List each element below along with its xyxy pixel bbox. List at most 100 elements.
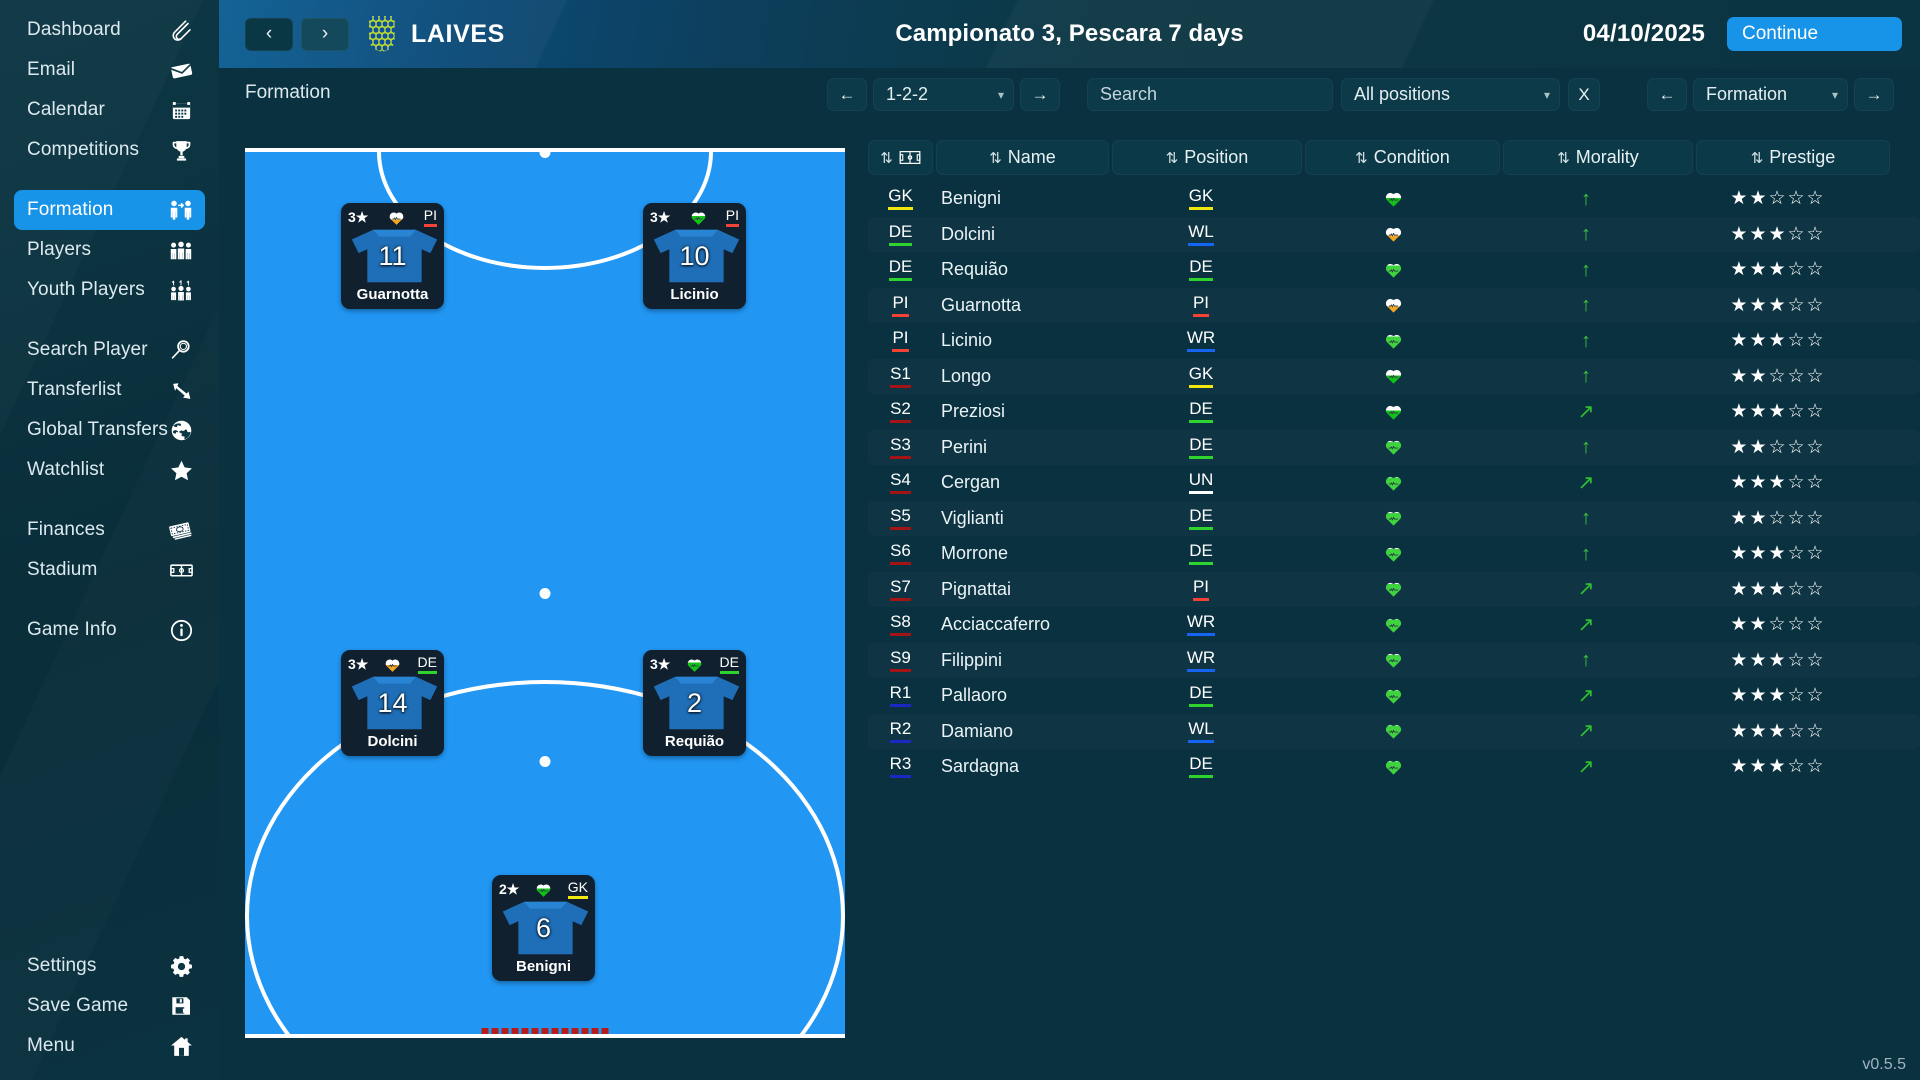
row-slot[interactable]: S9 <box>868 648 933 672</box>
pitch-player-card[interactable]: 3★ PI 11 Guarnotta <box>341 203 444 309</box>
row-player-name[interactable]: Requião <box>941 259 1009 280</box>
row-position[interactable]: GK <box>1106 187 1296 211</box>
sidebar-item-global-transfers[interactable]: Global Transfers <box>14 410 205 450</box>
table-row[interactable]: GK Benigni GK ↑ ★★☆☆☆ <box>868 181 1920 217</box>
row-player-name[interactable]: Pallaoro <box>941 685 1008 706</box>
history-back-button[interactable]: ‹ <box>245 17 293 51</box>
row-slot[interactable]: S5 <box>868 506 933 530</box>
table-row[interactable]: S3 Perini DE ↑ ★★☆☆☆ <box>868 430 1920 466</box>
sidebar-item-finances[interactable]: Finances <box>14 510 205 550</box>
sidebar-item-dashboard[interactable]: Dashboard <box>14 10 205 50</box>
row-position[interactable]: GK <box>1106 364 1296 388</box>
sidebar-item-settings[interactable]: Settings <box>14 946 205 986</box>
row-slot[interactable]: DE <box>868 222 933 246</box>
row-player-name[interactable]: Morrone <box>941 543 1009 564</box>
formation-next-button[interactable]: → <box>1020 78 1060 111</box>
table-header-prestige[interactable]: ⇅ Prestige <box>1696 140 1890 175</box>
row-slot[interactable]: PI <box>868 293 933 317</box>
row-position[interactable]: DE <box>1106 400 1296 424</box>
sidebar-item-calendar[interactable]: Calendar <box>14 90 205 130</box>
row-position[interactable]: DE <box>1106 755 1296 779</box>
row-player-name[interactable]: Pignattai <box>941 578 1012 599</box>
pitch-player-card[interactable]: 2★ GK 6 Benigni <box>492 875 595 981</box>
row-slot[interactable]: DE <box>868 258 933 282</box>
row-position[interactable]: DE <box>1106 258 1296 282</box>
positions-filter-select[interactable]: All positions ▾ <box>1341 78 1560 111</box>
table-header-position[interactable]: ⇅ Position <box>1112 140 1302 175</box>
row-slot[interactable]: S8 <box>868 613 933 637</box>
table-row[interactable]: DE Requião DE ↑ ★★★☆☆ <box>868 252 1920 288</box>
table-header-name[interactable]: ⇅ Name <box>936 140 1109 175</box>
row-position[interactable]: WR <box>1106 613 1296 637</box>
search-input-wrapper[interactable] <box>1087 78 1333 111</box>
table-row[interactable]: S7 Pignattai PI ↗ ★★★☆☆ <box>868 572 1920 608</box>
table-row[interactable]: R2 Damiano WL ↗ ★★★☆☆ <box>868 714 1920 750</box>
table-row[interactable]: S5 Viglianti DE ↑ ★★☆☆☆ <box>868 501 1920 537</box>
sidebar-item-game-info[interactable]: Game Info <box>14 610 205 650</box>
clear-filter-button[interactable]: X <box>1568 78 1600 111</box>
sidebar-item-players[interactable]: Players <box>14 230 205 270</box>
row-player-name[interactable]: Damiano <box>941 720 1014 741</box>
view-prev-button[interactable]: ← <box>1647 78 1687 111</box>
table-row[interactable]: R3 Sardagna DE ↗ ★★★☆☆ <box>868 749 1920 785</box>
row-player-name[interactable]: Acciaccaferro <box>941 614 1051 635</box>
sidebar-item-email[interactable]: Email <box>14 50 205 90</box>
pitch-player-card[interactable]: 3★ PI 10 Licinio <box>643 203 746 309</box>
row-player-name[interactable]: Sardagna <box>941 756 1020 777</box>
sidebar-item-competitions[interactable]: Competitions <box>14 130 205 170</box>
continue-button[interactable]: Continue <box>1727 17 1902 51</box>
table-row[interactable]: S9 Filippini WR ↑ ★★★☆☆ <box>868 643 1920 679</box>
row-position[interactable]: WR <box>1106 648 1296 672</box>
view-select[interactable]: Formation ▾ <box>1693 78 1848 111</box>
search-input[interactable] <box>1100 84 1320 105</box>
row-slot[interactable]: R3 <box>868 755 933 779</box>
row-player-name[interactable]: Filippini <box>941 649 1003 670</box>
row-player-name[interactable]: Cergan <box>941 472 1001 493</box>
sidebar-item-search-player[interactable]: Search Player <box>14 330 205 370</box>
row-position[interactable]: DE <box>1106 542 1296 566</box>
row-position[interactable]: WL <box>1106 719 1296 743</box>
table-row[interactable]: R1 Pallaoro DE ↗ ★★★☆☆ <box>868 678 1920 714</box>
row-player-name[interactable]: Benigni <box>941 188 1002 209</box>
formation-select[interactable]: 1-2-2 ▾ <box>873 78 1014 111</box>
sidebar-item-stadium[interactable]: Stadium <box>14 550 205 590</box>
view-next-button[interactable]: → <box>1854 78 1894 111</box>
table-row[interactable]: S2 Preziosi DE ↗ ★★★☆☆ <box>868 394 1920 430</box>
row-position[interactable]: PI <box>1106 293 1296 317</box>
table-row[interactable]: PI Guarnotta PI ↑ ★★★☆☆ <box>868 288 1920 324</box>
row-slot[interactable]: S7 <box>868 577 933 601</box>
table-header-slot[interactable]: ⇅ <box>868 140 933 175</box>
table-row[interactable]: S1 Longo GK ↑ ★★☆☆☆ <box>868 359 1920 395</box>
row-position[interactable]: PI <box>1106 577 1296 601</box>
row-position[interactable]: DE <box>1106 684 1296 708</box>
row-slot[interactable]: S6 <box>868 542 933 566</box>
row-player-name[interactable]: Preziosi <box>941 401 1006 422</box>
row-player-name[interactable]: Licinio <box>941 330 993 351</box>
row-slot[interactable]: R2 <box>868 719 933 743</box>
row-player-name[interactable]: Longo <box>941 365 992 386</box>
row-position[interactable]: WR <box>1106 329 1296 353</box>
table-row[interactable]: S4 Cergan UN ↗ ★★★☆☆ <box>868 465 1920 501</box>
pitch-player-card[interactable]: 3★ DE 2 Requião <box>643 650 746 756</box>
formation-prev-button[interactable]: ← <box>827 78 867 111</box>
row-slot[interactable]: S4 <box>868 471 933 495</box>
sidebar-item-menu[interactable]: Menu <box>14 1026 205 1066</box>
sidebar-item-formation[interactable]: Formation <box>14 190 205 230</box>
row-slot[interactable]: S3 <box>868 435 933 459</box>
table-header-morality[interactable]: ⇅ Morality <box>1503 140 1693 175</box>
table-row[interactable]: DE Dolcini WL ↑ ★★★☆☆ <box>868 217 1920 253</box>
row-player-name[interactable]: Perini <box>941 436 988 457</box>
pitch-player-card[interactable]: 3★ DE 14 Dolcini <box>341 650 444 756</box>
row-player-name[interactable]: Viglianti <box>941 507 1004 528</box>
table-header-condition[interactable]: ⇅ Condition <box>1305 140 1500 175</box>
row-slot[interactable]: PI <box>868 329 933 353</box>
row-position[interactable]: UN <box>1106 471 1296 495</box>
row-slot[interactable]: R1 <box>868 684 933 708</box>
row-slot[interactable]: S1 <box>868 364 933 388</box>
sidebar-item-youth-players[interactable]: Youth Players <box>14 270 205 310</box>
row-slot[interactable]: S2 <box>868 400 933 424</box>
sidebar-item-save-game[interactable]: Save Game <box>14 986 205 1026</box>
formation-pitch[interactable]: 3★ PI 11 Guarnotta 3★ PI <box>245 148 845 1038</box>
sidebar-item-watchlist[interactable]: Watchlist <box>14 450 205 490</box>
history-forward-button[interactable]: › <box>301 17 349 51</box>
